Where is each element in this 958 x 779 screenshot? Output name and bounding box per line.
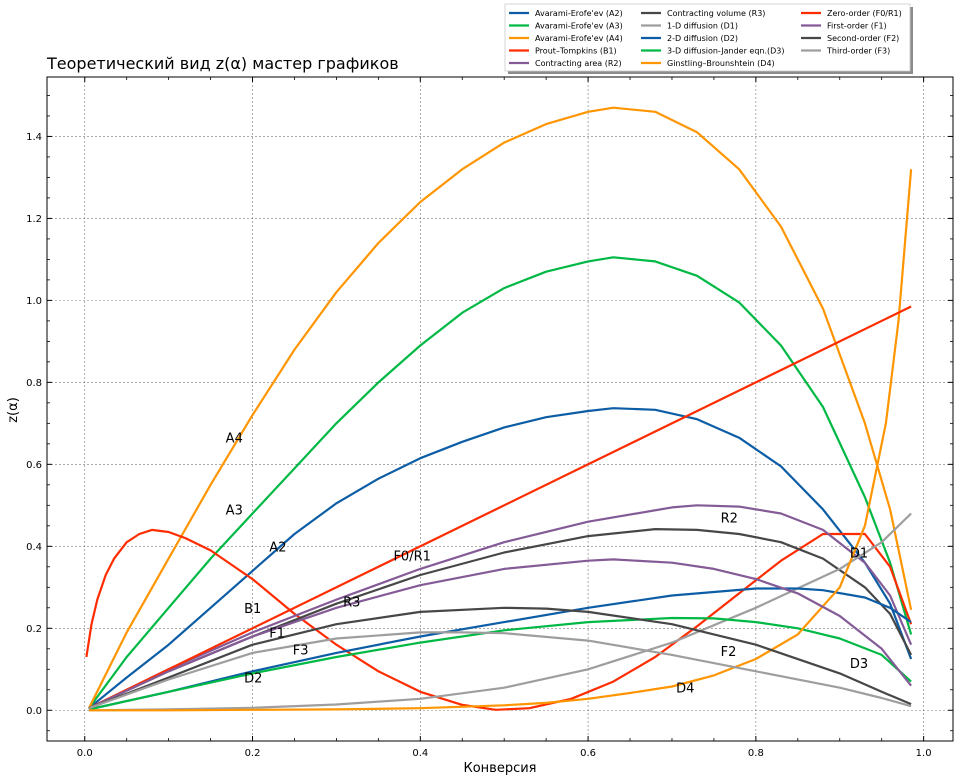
y-tick-label: 1.2 <box>26 214 42 225</box>
curve-label: B1 <box>244 602 261 617</box>
legend-entry: 1-D diffusion (D1) <box>667 22 738 31</box>
legend-entry: Avarami-Erofe'ev (A4) <box>535 34 623 43</box>
chart-title: Теоретический вид z(α) мастер графиков <box>46 54 399 73</box>
y-tick-label: 1.0 <box>26 296 42 307</box>
curve-label: F3 <box>293 644 309 659</box>
series-line-12 <box>88 606 912 710</box>
curve-label: R3 <box>343 596 360 611</box>
series-group <box>85 106 913 712</box>
legend-entry: First-order (F1) <box>827 22 887 31</box>
y-tick-label: 0.8 <box>26 378 42 389</box>
y-tick-label: 0.4 <box>26 542 42 553</box>
legend-entry: Ginstling–Brounshtein (D4) <box>667 59 775 68</box>
x-tick-label: 0.8 <box>748 748 764 759</box>
y-axis-label: z(α) <box>6 397 21 423</box>
plot-frame <box>46 76 954 742</box>
series-line-2 <box>87 106 913 709</box>
series-line-0 <box>88 407 913 710</box>
annotations-group: A4 A3 A2 F0/R1 R2 D1 R3 B1 F1 F3 D2 F2 D3 D4 <box>226 432 868 697</box>
curve-label: R2 <box>721 512 738 527</box>
curve-label: D2 <box>244 671 262 686</box>
x-tick-label: 0.4 <box>412 748 428 759</box>
series-line-1 <box>88 256 913 709</box>
legend-entry: Avarami-Erofe'ev (A3) <box>535 22 623 31</box>
series-line-10 <box>88 305 912 710</box>
ticks-group: 0.0 0.2 0.4 0.6 0.8 1.0 0.0 0.2 0.4 0.6 0.8 1.0 1.2 1… <box>26 77 953 759</box>
legend-entry: Contracting volume (R3) <box>667 9 765 18</box>
legend-entry: 3-D diffusion-Jander eqn.(D3) <box>667 47 785 56</box>
curve-label: F1 <box>269 626 285 641</box>
series-line-3 <box>85 528 913 711</box>
legend-entry: Prout–Tompkins (B1) <box>535 47 617 56</box>
curve-label: F2 <box>721 645 737 660</box>
x-axis-label: Конверсия <box>463 761 536 776</box>
legend-entry: Second-order (F2) <box>827 34 899 43</box>
series-line-7 <box>88 587 912 711</box>
y-tick-label: 1.4 <box>26 132 42 143</box>
series-line-4 <box>88 504 913 710</box>
curve-label: D1 <box>850 546 868 561</box>
series-line-13 <box>88 631 912 710</box>
legend-entry: 2-D diffusion (D2) <box>667 34 738 43</box>
series-line-6 <box>88 512 912 712</box>
y-tick-label: 0.0 <box>26 706 42 717</box>
series-line-8 <box>88 616 912 711</box>
series-line-9 <box>88 169 913 712</box>
legend-box <box>504 3 911 72</box>
curve-label: A2 <box>269 540 286 555</box>
curve-label: F0/R1 <box>393 549 430 564</box>
legend-entry: Avarami-Erofe'ev (A2) <box>535 9 623 18</box>
x-tick-label: 0.0 <box>77 748 93 759</box>
x-tick-label: 1.0 <box>916 748 932 759</box>
x-tick-label: 0.2 <box>245 748 261 759</box>
curve-label: A3 <box>226 503 243 518</box>
legend-entry: Zero-order (F0/R1) <box>827 9 902 18</box>
legend-entry: Contracting area (R2) <box>535 59 622 68</box>
series-line-11 <box>88 558 912 710</box>
y-tick-label: 0.2 <box>26 624 42 635</box>
curve-label: D3 <box>850 657 868 672</box>
curve-label: D4 <box>676 682 694 697</box>
legend: Avarami-Erofe'ev (A2) Avarami-Erofe'ev (A… <box>504 3 913 74</box>
x-tick-label: 0.6 <box>580 748 596 759</box>
curve-label: A4 <box>226 432 243 447</box>
series-line-5 <box>88 528 913 710</box>
legend-entry: Third-order (F3) <box>826 47 890 56</box>
y-tick-label: 0.6 <box>26 460 42 471</box>
